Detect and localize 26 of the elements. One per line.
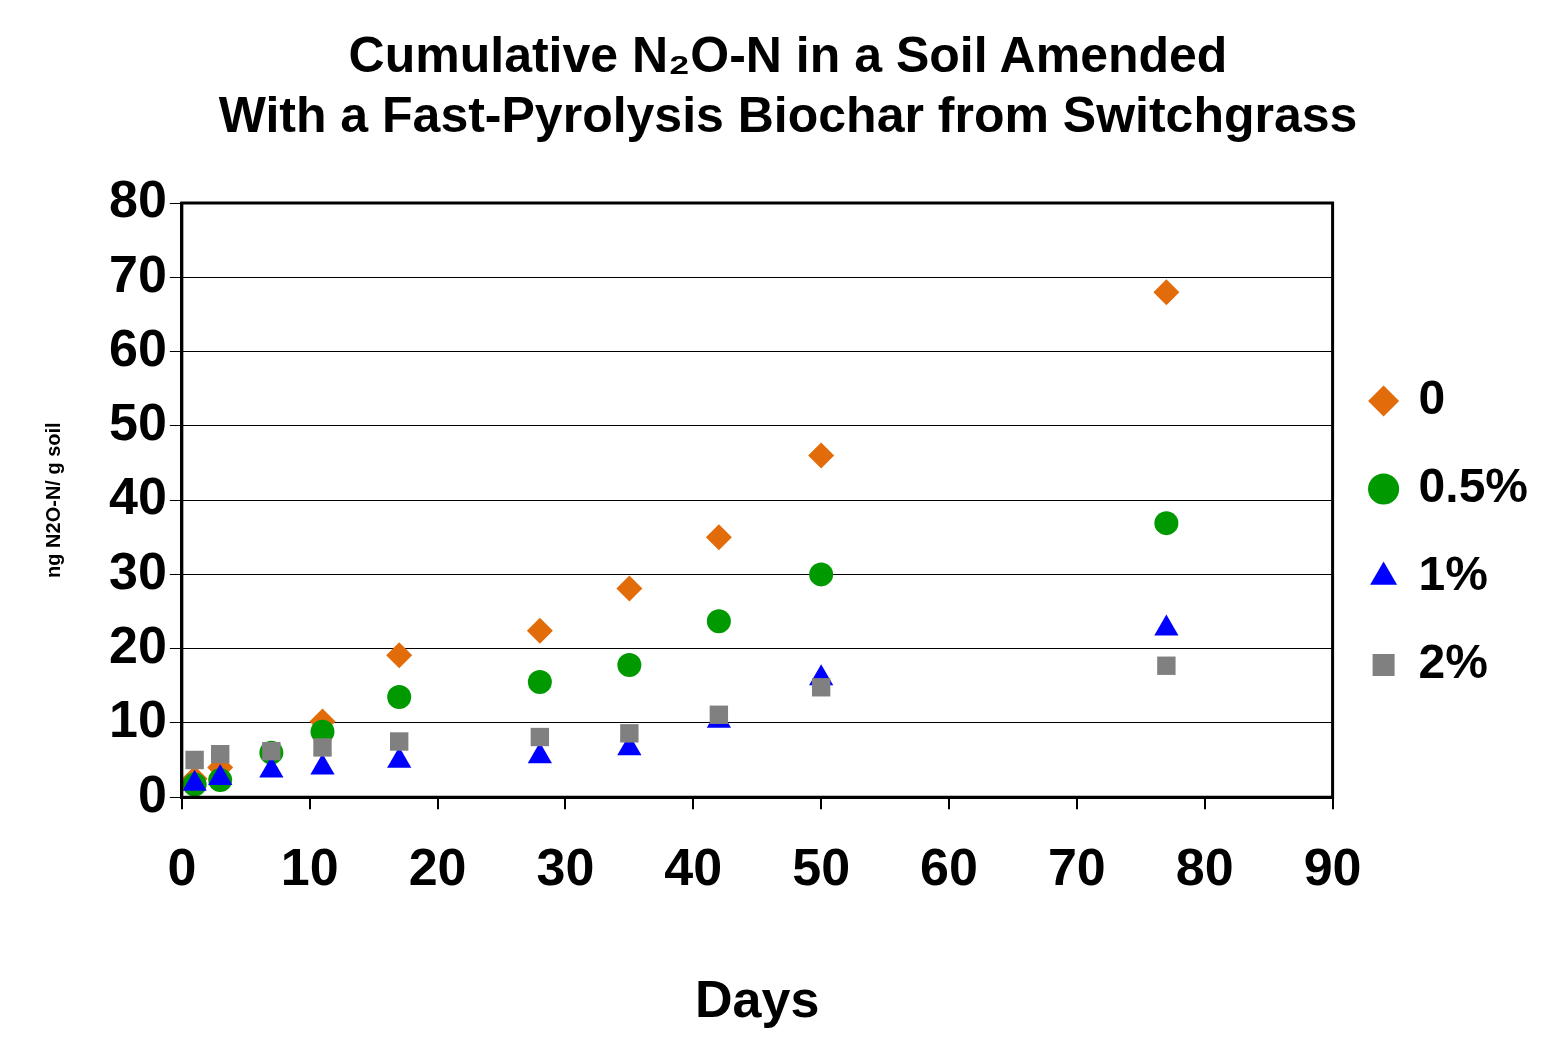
x-tick-label: 30: [536, 837, 595, 896]
y-tick-label: 10: [109, 690, 167, 749]
y-tick-label: 50: [109, 393, 167, 452]
y-axis-title: ng N2O-N/ g soil: [41, 422, 64, 578]
text: Cumulative N₂O-N in a Soil Amended: [348, 26, 1228, 83]
x-tick-label: 70: [1047, 837, 1106, 896]
x-tick-label: 80: [1175, 837, 1234, 896]
y-tick-label: 20: [109, 615, 167, 674]
x-tick-label: 20: [408, 837, 467, 896]
y-tick-label: 0: [137, 764, 167, 823]
x-tick-label: 50: [792, 837, 851, 896]
x-tick-label: 40: [664, 837, 723, 896]
legend-label: 0.5%: [1418, 459, 1528, 513]
y-tick-label: 40: [109, 467, 167, 526]
legend-label: 2%: [1418, 635, 1488, 689]
y-tick-label: 60: [109, 318, 167, 377]
legend-label: 1%: [1418, 547, 1488, 601]
x-tick-label: 60: [920, 837, 978, 896]
text: With a Fast-Pyrolysis Biochar from Switchgrass: [218, 86, 1358, 143]
y-tick-label: 80: [109, 170, 167, 229]
y-tick-label: 30: [109, 541, 167, 600]
x-axis-title: Days: [695, 970, 820, 1029]
legend-label: 0: [1418, 371, 1446, 425]
y-tick-label: 70: [109, 244, 167, 303]
x-tick-label: 90: [1303, 837, 1362, 896]
x-tick-label: 10: [280, 837, 339, 896]
